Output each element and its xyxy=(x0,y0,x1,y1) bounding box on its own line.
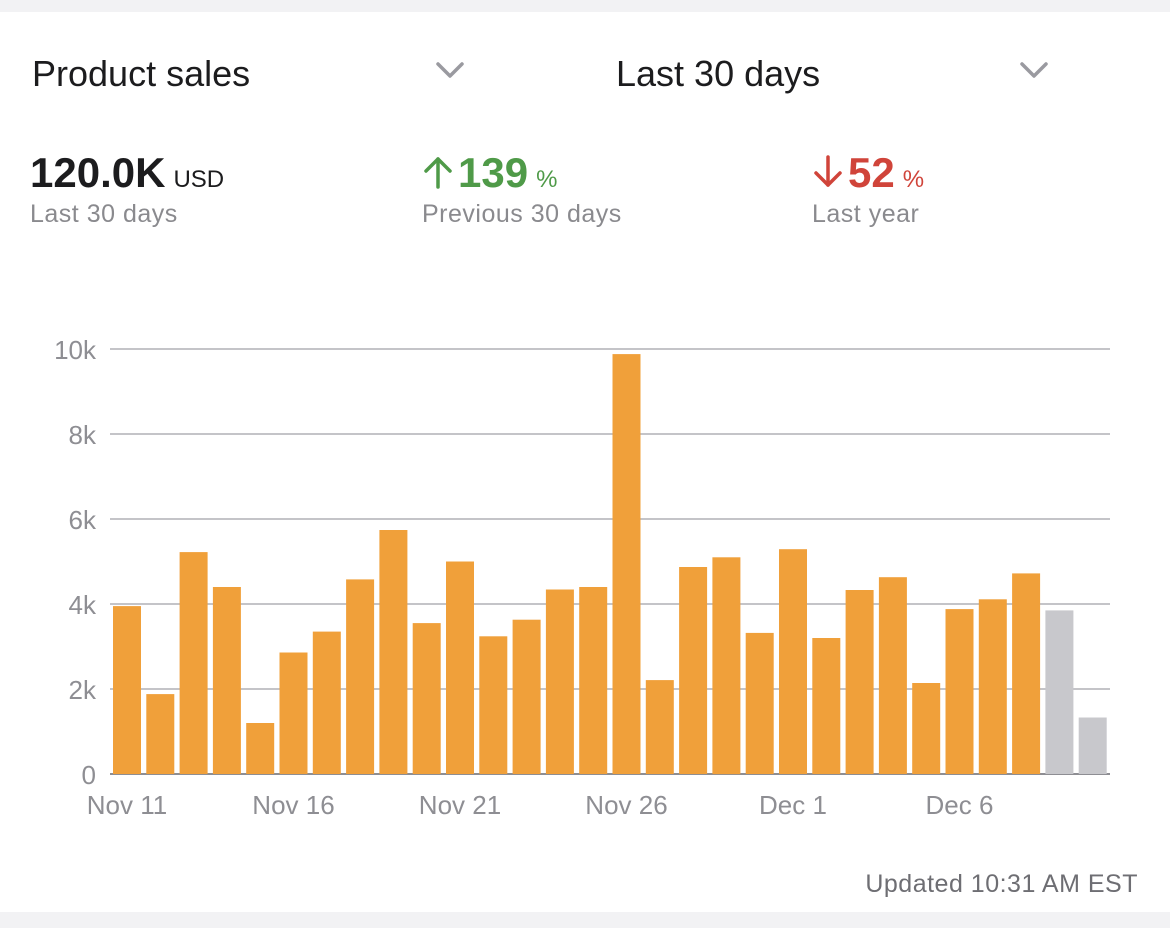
metric-dropdown-label: Product sales xyxy=(32,53,251,94)
bar-dec-8[interactable] xyxy=(1012,573,1041,774)
bar-nov-16[interactable] xyxy=(279,652,308,775)
bar-nov-15[interactable] xyxy=(246,723,275,774)
x-tick-label: Nov 26 xyxy=(585,790,667,820)
total-sales-value: 120.0K xyxy=(30,149,166,196)
total-sales-stat: 120.0K USD Last 30 days xyxy=(30,148,224,229)
y-tick-label: 6k xyxy=(69,505,97,535)
previous-period-caption: Previous 30 days xyxy=(422,200,622,228)
bar-dec-5[interactable] xyxy=(912,683,941,774)
x-tick-label: Nov 16 xyxy=(252,790,334,820)
bar-nov-18[interactable] xyxy=(346,579,375,774)
bar-dec-4[interactable] xyxy=(878,577,907,774)
updated-timestamp: Updated 10:31 AM EST xyxy=(865,870,1138,898)
range-dropdown-label: Last 30 days xyxy=(616,53,821,94)
bar-nov-13[interactable] xyxy=(179,552,208,774)
range-dropdown[interactable]: Last 30 days xyxy=(616,52,1056,122)
y-tick-label: 10k xyxy=(54,335,97,365)
bar-nov-17[interactable] xyxy=(312,631,341,774)
bar-dec-9[interactable] xyxy=(1045,610,1074,774)
bar-dec-1[interactable] xyxy=(779,549,807,774)
total-sales-caption: Last 30 days xyxy=(30,200,178,228)
bar-dec-6[interactable] xyxy=(945,609,974,774)
bar-nov-20[interactable] xyxy=(412,623,441,774)
sales-bar-chart: 0 2k 4k 6k 8k 10k Nov 11 Nov 16 Nov 21 Nov 26 Dec… xyxy=(54,335,1110,820)
last-year-unit: % xyxy=(902,166,925,193)
bar-nov-29[interactable] xyxy=(712,557,741,775)
x-tick-label: Dec 6 xyxy=(926,790,994,820)
bar-nov-14[interactable] xyxy=(212,587,241,774)
chevron-down-icon xyxy=(1020,62,1048,78)
chart-gridlines xyxy=(110,348,1110,775)
bar-nov-30[interactable] xyxy=(745,632,774,774)
previous-period-value: 139 xyxy=(458,149,529,196)
y-tick-label: 2k xyxy=(69,675,97,705)
bar-dec-10[interactable] xyxy=(1078,717,1107,775)
x-tick-label: Nov 21 xyxy=(419,790,501,820)
bar-nov-27[interactable] xyxy=(645,680,674,774)
bar-nov-25[interactable] xyxy=(579,587,608,774)
bar-nov-28[interactable] xyxy=(679,567,708,774)
x-tick-label: Dec 1 xyxy=(759,790,827,820)
bar-nov-12[interactable] xyxy=(146,694,175,774)
y-tick-label: 8k xyxy=(69,420,97,450)
bar-nov-11[interactable] xyxy=(113,606,141,774)
arrow-up-icon xyxy=(424,157,452,189)
total-sales-unit: USD xyxy=(173,166,225,193)
bar-dec-3[interactable] xyxy=(845,590,874,774)
y-tick-label: 4k xyxy=(69,590,97,620)
chart-y-axis: 0 2k 4k 6k 8k 10k xyxy=(54,335,97,790)
previous-period-unit: % xyxy=(536,166,558,193)
bar-nov-23[interactable] xyxy=(512,619,541,774)
previous-period-stat: 139% Previous 30 days xyxy=(422,148,622,229)
chart-bars xyxy=(113,354,1107,775)
last-year-stat: 52% Last year xyxy=(812,148,924,229)
bar-nov-24[interactable] xyxy=(545,589,574,775)
bar-nov-26[interactable] xyxy=(612,354,641,774)
x-tick-label: Nov 11 xyxy=(87,790,167,820)
sales-card: Product sales Last 30 days 120.0K USD Las… xyxy=(0,12,1170,912)
last-year-caption: Last year xyxy=(812,200,920,228)
chart-x-axis: Nov 11 Nov 16 Nov 21 Nov 26 Dec 1 Dec 6 xyxy=(87,790,994,820)
bar-nov-21[interactable] xyxy=(446,561,474,775)
last-year-value: 52 xyxy=(848,149,895,196)
bar-dec-7[interactable] xyxy=(978,599,1007,774)
bar-nov-22[interactable] xyxy=(479,636,508,774)
arrow-down-icon xyxy=(814,155,842,187)
bar-dec-2[interactable] xyxy=(812,638,841,774)
chevron-down-icon xyxy=(436,62,464,78)
y-tick-label: 0 xyxy=(82,760,96,790)
metric-dropdown[interactable]: Product sales xyxy=(32,52,472,122)
bar-nov-19[interactable] xyxy=(379,530,408,774)
